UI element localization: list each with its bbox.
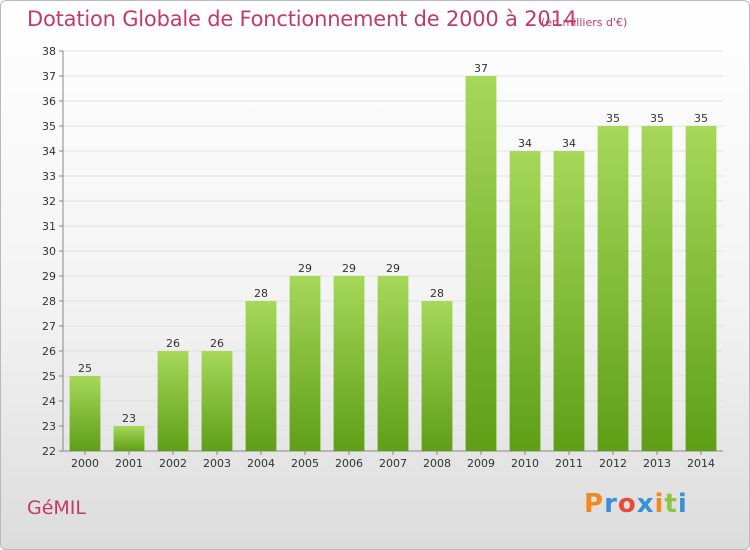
bar-2009: [465, 76, 497, 451]
x-tick-label: 2014: [687, 457, 715, 470]
bar-2004: [245, 301, 277, 451]
y-tick-label: 29: [42, 270, 56, 283]
x-tick-label: 2007: [379, 457, 407, 470]
y-tick-label: 37: [42, 70, 56, 83]
bar-2000: [69, 376, 101, 451]
y-tick-label: 38: [42, 45, 56, 58]
y-tick-label: 30: [42, 245, 56, 258]
data-label-2008: 28: [430, 287, 444, 300]
x-tick-label: 2009: [467, 457, 495, 470]
data-label-2011: 34: [562, 137, 576, 150]
data-label-2006: 29: [342, 262, 356, 275]
bar-2005: [289, 276, 321, 451]
x-tick-label: 2003: [203, 457, 231, 470]
bar-2014: [685, 126, 717, 451]
x-tick-label: 2005: [291, 457, 319, 470]
bar-2007: [377, 276, 409, 451]
y-tick-label: 28: [42, 295, 56, 308]
y-tick-label: 24: [42, 395, 56, 408]
x-tick-label: 2013: [643, 457, 671, 470]
x-tick-label: 2008: [423, 457, 451, 470]
data-label-2004: 28: [254, 287, 268, 300]
commune-name: GéMIL: [27, 497, 86, 519]
data-label-2002: 26: [166, 337, 180, 350]
data-label-2001: 23: [122, 412, 136, 425]
bar-2003: [201, 351, 233, 451]
data-label-2005: 29: [298, 262, 312, 275]
logo-letter: o: [617, 489, 637, 519]
logo-letter: x: [636, 489, 655, 519]
x-tick-label: 2012: [599, 457, 627, 470]
data-label-2012: 35: [606, 112, 620, 125]
bar-2013: [641, 126, 673, 451]
y-tick-label: 25: [42, 370, 56, 383]
bar-2006: [333, 276, 365, 451]
bar-2010: [509, 151, 541, 451]
y-tick-label: 35: [42, 120, 56, 133]
x-tick-label: 2004: [247, 457, 275, 470]
logo-letter: i: [677, 489, 688, 519]
data-label-2000: 25: [78, 362, 92, 375]
data-label-2014: 35: [694, 112, 708, 125]
bar-2011: [553, 151, 585, 451]
x-tick-label: 2002: [159, 457, 187, 470]
y-tick-label: 27: [42, 320, 56, 333]
logo-letter: P: [584, 489, 605, 519]
y-tick-label: 32: [42, 195, 56, 208]
y-tick-label: 22: [42, 445, 56, 458]
bar-2012: [597, 126, 629, 451]
chart-subtitle: (en milliers d'€): [541, 16, 628, 29]
data-label-2009: 37: [474, 62, 488, 75]
y-tick-label: 36: [42, 95, 56, 108]
bar-2002: [157, 351, 189, 451]
y-tick-label: 34: [42, 145, 56, 158]
y-tick-label: 33: [42, 170, 56, 183]
bar-2008: [421, 301, 453, 451]
logo-letter: i: [654, 489, 665, 519]
data-label-2010: 34: [518, 137, 532, 150]
data-label-2013: 35: [650, 112, 664, 125]
logo-letter: t: [664, 489, 678, 519]
x-tick-label: 2001: [115, 457, 143, 470]
data-label-2003: 26: [210, 337, 224, 350]
y-tick-label: 31: [42, 220, 56, 233]
x-tick-label: 2011: [555, 457, 583, 470]
x-tick-label: 2006: [335, 457, 363, 470]
data-label-2007: 29: [386, 262, 400, 275]
proxiti-logo: Proxiti: [584, 489, 688, 519]
x-tick-label: 2000: [71, 457, 99, 470]
y-tick-label: 23: [42, 420, 56, 433]
x-tick-label: 2010: [511, 457, 539, 470]
logo-letter: r: [604, 489, 618, 519]
y-tick-label: 26: [42, 345, 56, 358]
bar-2001: [113, 426, 145, 451]
chart-title: Dotation Globale de Fonctionnement de 20…: [27, 7, 577, 31]
